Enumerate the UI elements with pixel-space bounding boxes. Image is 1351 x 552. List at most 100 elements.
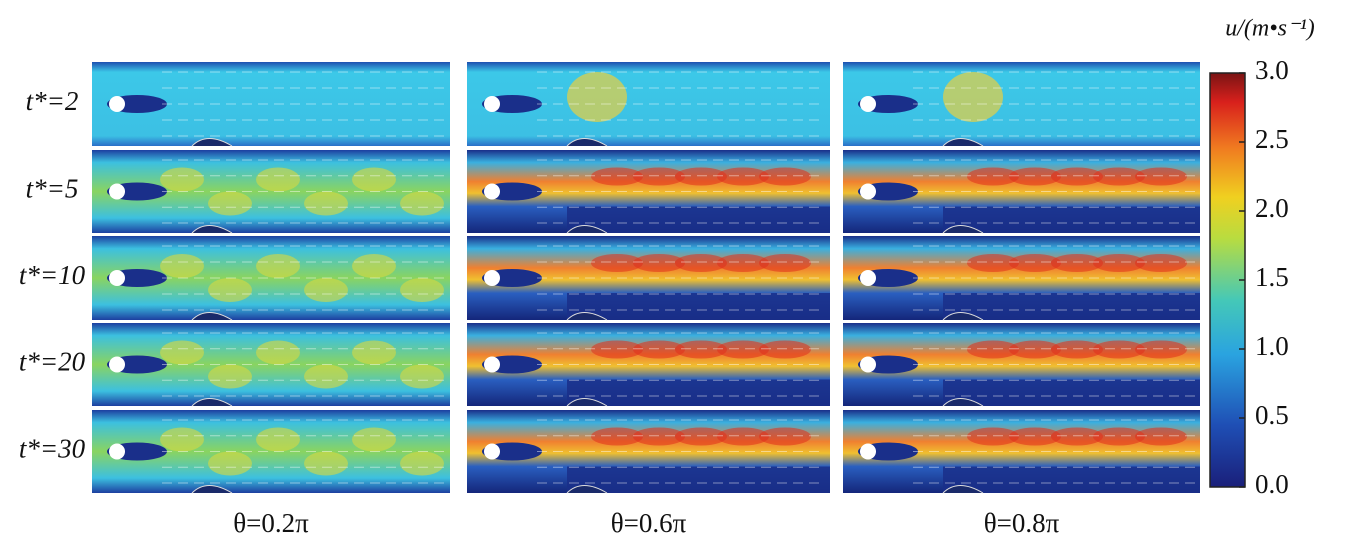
dune xyxy=(566,312,608,321)
hot-core xyxy=(675,254,727,272)
vortex xyxy=(400,451,444,476)
hot-core xyxy=(1009,340,1061,359)
cylinder xyxy=(484,356,500,373)
vortex xyxy=(256,254,300,278)
bed-region xyxy=(567,379,830,406)
hot-core xyxy=(675,167,727,186)
vortex xyxy=(304,278,348,302)
hot-core xyxy=(1009,254,1061,272)
hot-core xyxy=(591,427,643,446)
vortex xyxy=(256,427,300,452)
cylinder xyxy=(109,356,125,373)
hot-core xyxy=(1093,427,1145,446)
vortex xyxy=(208,278,252,302)
colorbar-tick-label: 2.0 xyxy=(1255,193,1289,223)
dune xyxy=(566,138,608,147)
cylinder xyxy=(484,96,500,112)
column-label: θ=0.8π xyxy=(984,508,1060,538)
hot-core xyxy=(1051,254,1103,272)
hot-core xyxy=(759,254,811,272)
colorbar-tick-label: 2.5 xyxy=(1255,124,1289,154)
vortex xyxy=(352,254,396,278)
bed-region xyxy=(943,466,1200,493)
hot-core xyxy=(591,340,643,359)
row-label: t*=20 xyxy=(19,347,86,377)
hot-core xyxy=(759,427,811,446)
dune xyxy=(566,485,608,494)
vortex xyxy=(352,340,396,365)
hot-core xyxy=(1051,427,1103,446)
hot-core xyxy=(1093,340,1145,359)
hot-core xyxy=(1093,254,1145,272)
vortex xyxy=(208,191,252,216)
row-label: t*=30 xyxy=(19,434,86,464)
hot-core xyxy=(633,427,685,446)
hot-core xyxy=(759,340,811,359)
colorbar-tick-label: 3.0 xyxy=(1255,55,1289,85)
vortex xyxy=(304,451,348,476)
dune xyxy=(942,312,984,321)
colorbar-tick-label: 0.5 xyxy=(1255,400,1289,430)
dune xyxy=(191,398,233,407)
dune xyxy=(942,398,984,407)
cylinder xyxy=(860,356,876,373)
colorbar-tick-label: 1.5 xyxy=(1255,262,1289,292)
vortex xyxy=(400,364,444,389)
bed-region xyxy=(567,466,830,493)
cylinder xyxy=(109,443,125,460)
dune xyxy=(191,138,233,147)
hot-core xyxy=(633,167,685,186)
cylinder xyxy=(860,443,876,460)
dune xyxy=(191,312,233,321)
hot-core xyxy=(1135,427,1187,446)
dune xyxy=(942,225,984,234)
hot-core xyxy=(591,254,643,272)
bed-region xyxy=(943,379,1200,406)
colorbar-tick-label: 1.0 xyxy=(1255,331,1289,361)
vortex xyxy=(208,364,252,389)
vortex xyxy=(400,278,444,302)
column-label: θ=0.6π xyxy=(611,508,687,538)
cylinder xyxy=(860,183,876,200)
hot-core xyxy=(759,167,811,186)
hot-core xyxy=(633,340,685,359)
hot-core xyxy=(1009,427,1061,446)
row-label: t*=10 xyxy=(19,260,86,290)
hot-core xyxy=(1135,167,1187,186)
hot-core xyxy=(1135,340,1187,359)
hot-core xyxy=(1051,167,1103,186)
cylinder xyxy=(109,270,125,286)
hot-core xyxy=(717,427,769,446)
panels xyxy=(92,62,1200,494)
bed-region xyxy=(943,293,1200,320)
cylinder xyxy=(109,183,125,200)
bed-region xyxy=(567,206,830,233)
dune xyxy=(942,485,984,494)
row-label: t*=5 xyxy=(26,174,79,204)
vortex xyxy=(304,364,348,389)
vortex xyxy=(400,191,444,216)
vortex xyxy=(160,340,204,365)
hot-core xyxy=(675,340,727,359)
dune xyxy=(942,138,984,147)
hot-core xyxy=(1009,167,1061,186)
colorbar-tick-label: 0.0 xyxy=(1255,469,1289,499)
hot-core xyxy=(1051,340,1103,359)
cylinder xyxy=(109,96,125,112)
dune xyxy=(566,225,608,234)
vortex xyxy=(304,191,348,216)
hot-core xyxy=(967,167,1019,186)
hot-core xyxy=(633,254,685,272)
vortex xyxy=(256,167,300,192)
row-label: t*=2 xyxy=(26,86,79,116)
hot-core xyxy=(591,167,643,186)
hot-core xyxy=(967,427,1019,446)
vortex xyxy=(160,254,204,278)
hot-core xyxy=(967,254,1019,272)
cylinder xyxy=(484,443,500,460)
cylinder xyxy=(860,96,876,112)
dune xyxy=(191,485,233,494)
dune xyxy=(191,225,233,234)
hot-core xyxy=(967,340,1019,359)
